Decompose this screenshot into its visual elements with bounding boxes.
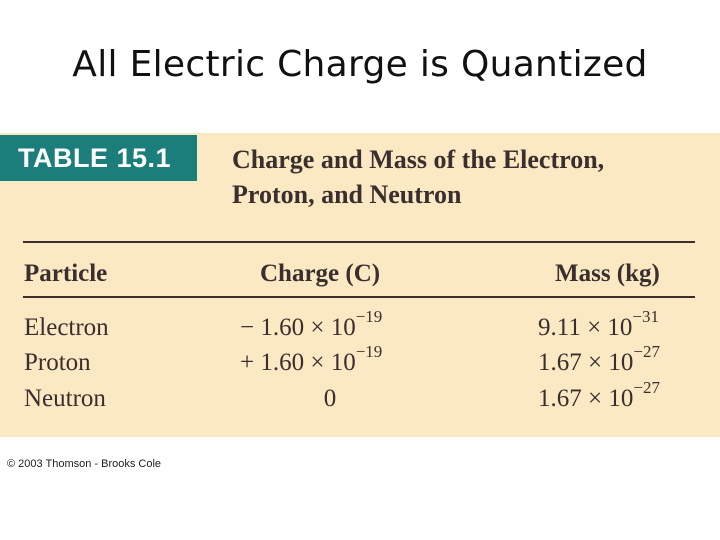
table-row-neutron-particle: Neutron <box>24 385 106 412</box>
copyright-notice: © 2003 Thomson - Brooks Cole <box>7 458 162 470</box>
column-header-charge: Charge (C) <box>260 260 381 287</box>
charge-mantissa: − 1.60 × 10 <box>240 314 356 341</box>
mass-mantissa: 1.67 × 10 <box>538 349 634 376</box>
mass-mantissa: 1.67 × 10 <box>538 385 634 412</box>
table-row-proton-charge: + 1.60 × 10−19 <box>240 343 440 377</box>
mass-exponent: −27 <box>633 341 660 361</box>
mass-exponent: −27 <box>633 377 660 397</box>
column-header-particle: Particle <box>24 260 108 287</box>
charge-exponent: −19 <box>355 306 383 326</box>
table-top-rule <box>23 241 695 243</box>
table-row-electron-mass: 9.11 × 10−31 <box>538 308 659 342</box>
table-row-electron-charge: − 1.60 × 10−19 <box>240 308 440 342</box>
table-header-rule <box>23 296 695 298</box>
charge-exponent: −19 <box>355 341 383 361</box>
mass-mantissa: 9.11 × 10 <box>538 314 633 341</box>
charge-mantissa: + 1.60 × 10 <box>240 349 356 376</box>
table-caption-line-1: Charge and Mass of the Electron, <box>232 145 605 174</box>
table-caption-line-2: Proton, and Neutron <box>232 180 462 209</box>
column-header-mass: Mass (kg) <box>555 260 660 287</box>
table-row-neutron-charge: 0 <box>230 385 430 413</box>
mass-exponent: −31 <box>632 306 660 326</box>
table-row-proton-particle: Proton <box>24 349 91 376</box>
table-caption: Charge and Mass of the Electron, Proton,… <box>232 142 702 212</box>
table-number-badge: TABLE 15.1 <box>0 135 197 181</box>
table-row-neutron-mass: 1.67 × 10−27 <box>538 379 660 413</box>
table-row-electron-particle: Electron <box>24 314 109 341</box>
table-panel: TABLE 15.1 Charge and Mass of the Electr… <box>0 133 720 437</box>
charge-mantissa: 0 <box>323 385 337 412</box>
slide-title: All Electric Charge is Quantized <box>72 44 648 85</box>
table-row-proton-mass: 1.67 × 10−27 <box>538 343 660 377</box>
